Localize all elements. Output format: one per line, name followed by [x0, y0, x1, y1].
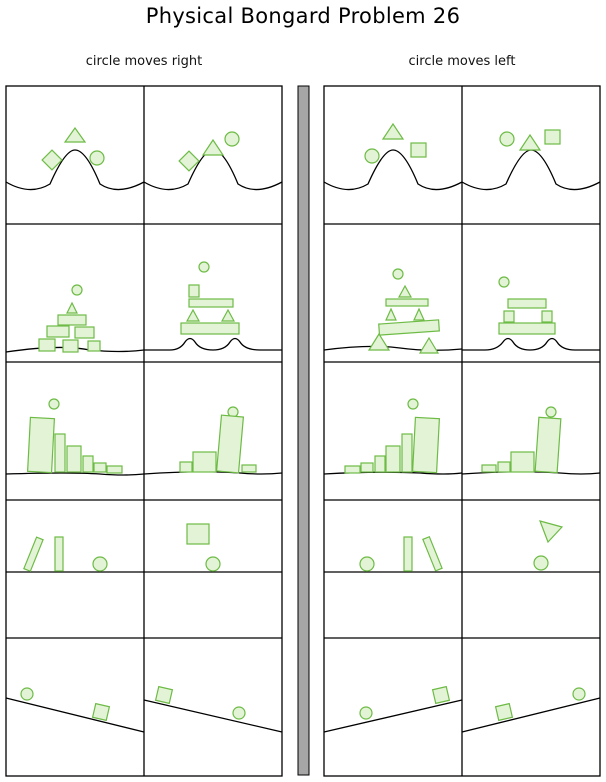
scene-right-4-2	[462, 520, 600, 573]
scene-left-2-1	[5, 284, 145, 353]
scene-right-5-2	[461, 687, 601, 733]
scene-right-5-1	[323, 685, 463, 733]
scene-left-5-2	[143, 685, 283, 733]
scene-right-3-1	[323, 398, 463, 475]
scene-left-4-1	[6, 536, 144, 573]
scene-right-1-2	[461, 129, 601, 191]
scene-left-3-2	[143, 406, 283, 475]
right-side-label: circle moves left	[408, 54, 516, 69]
left-side-label: circle moves right	[85, 54, 203, 69]
scene-right-2-2	[462, 276, 600, 351]
center-divider	[297, 85, 310, 776]
scene-right-4-1	[324, 535, 462, 573]
scene-left-4-2	[144, 523, 282, 573]
left-grid	[5, 85, 283, 777]
scene-right-1-1	[323, 122, 463, 191]
scene-right-2-1	[323, 268, 463, 354]
right-grid	[323, 85, 601, 777]
scene-left-5-1	[5, 687, 145, 733]
scene-right-3-2	[461, 406, 601, 475]
scene-left-3-1	[5, 398, 145, 476]
scene-left-1-2	[143, 131, 283, 191]
scene-left-2-2	[144, 261, 282, 351]
scene-left-1-1	[5, 126, 145, 191]
page-title: Physical Bongard Problem 26	[145, 4, 461, 28]
